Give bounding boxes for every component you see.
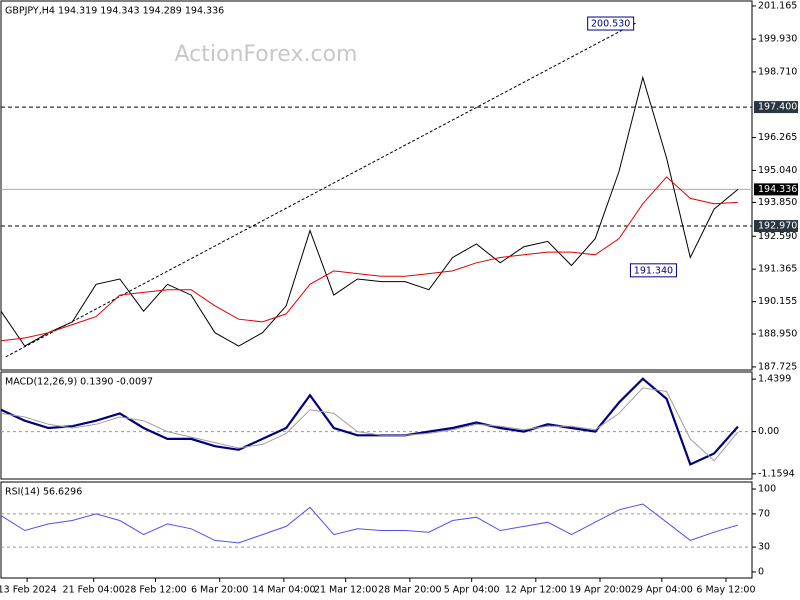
x-tick-label: 12 Apr 12:00 [505, 585, 567, 596]
current-price-box [754, 183, 798, 196]
y-tick-label: 188.950 [758, 329, 797, 340]
y-tick-label: 198.710 [758, 66, 797, 77]
panel-title: RSI(14) 56.6296 [5, 487, 82, 498]
x-tick-label: 14 Mar 04:00 [252, 585, 315, 596]
level-label: 197.400 [758, 102, 797, 113]
series-line [0, 387, 739, 462]
series-line [0, 75, 739, 347]
annotation-label: 191.340 [634, 265, 673, 276]
x-tick-label: 21 Mar 12:00 [314, 585, 377, 596]
annotation-box [629, 263, 677, 278]
x-tick-label: 6 May 12:00 [696, 585, 755, 596]
y-tick-label: 191.365 [758, 264, 797, 275]
x-tick-label: 29 Apr 04:00 [631, 585, 693, 596]
x-tick-label: 5 Apr 04:00 [444, 585, 500, 596]
series-line [0, 377, 739, 466]
x-tick-label: 21 Feb 04:00 [63, 585, 125, 596]
panel-title: MACD(12,26,9) 0.1390 -0.0097 [5, 377, 153, 388]
y-tick-label: 201.165 [758, 0, 797, 11]
x-tick-label: 28 Feb 12:00 [124, 585, 186, 596]
watermark: ActionForex.com [175, 42, 358, 67]
x-tick-label: 6 Mar 20:00 [191, 585, 248, 596]
y-tick-label: 70 [758, 508, 770, 519]
y-tick-label: 195.040 [758, 165, 797, 176]
level-box [754, 101, 798, 114]
annotation-box [587, 16, 635, 31]
x-tick-label: 28 Mar 20:00 [378, 585, 441, 596]
y-tick-label: 0.00 [758, 426, 779, 437]
trendline [5, 22, 636, 358]
y-tick-label: 193.850 [758, 197, 797, 208]
current-price-label: 194.336 [758, 184, 797, 195]
y-tick-label: 187.725 [758, 361, 797, 372]
level-label: 192.970 [758, 221, 797, 232]
level-box [754, 220, 798, 233]
y-tick-label: 0 [758, 566, 764, 577]
annotation-label: 200.530 [591, 19, 630, 30]
y-tick-label: 190.155 [758, 296, 797, 307]
y-tick-label: 30 [758, 542, 770, 553]
x-tick-label: 19 Apr 20:00 [569, 585, 631, 596]
y-tick-label: 196.265 [758, 132, 797, 143]
y-tick-label: -1.1594 [758, 468, 795, 479]
rsi-frame [0, 481, 753, 579]
series-line [0, 503, 739, 544]
macd-frame [0, 371, 753, 480]
y-tick-label: 199.930 [758, 34, 797, 45]
x-tick-label: 13 Feb 2024 [0, 585, 57, 596]
y-tick-label: 100 [758, 484, 776, 495]
series-line [0, 176, 738, 342]
y-tick-label: 192.590 [758, 231, 797, 242]
price-frame [0, 0, 753, 371]
y-tick-label: 1.4399 [758, 374, 791, 385]
panel-title: GBPJPY,H4 194.319 194.343 194.289 194.33… [5, 6, 224, 17]
